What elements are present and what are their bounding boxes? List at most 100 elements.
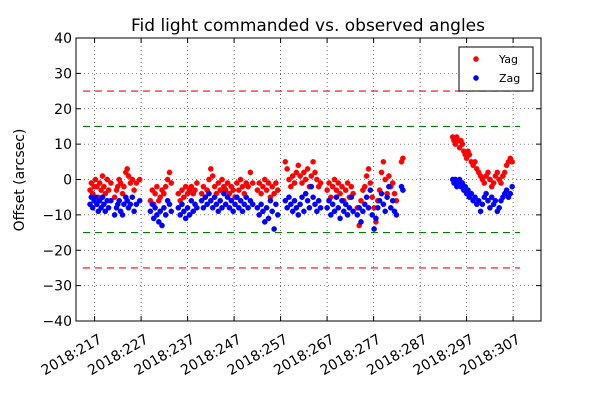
data-point — [308, 173, 315, 179]
data-point — [346, 204, 353, 211]
data-point — [361, 201, 368, 208]
data-point — [202, 194, 209, 200]
data-point — [224, 180, 231, 186]
data-point — [133, 180, 140, 186]
data-point — [111, 194, 118, 200]
data-point — [485, 169, 491, 176]
data-point — [302, 190, 309, 197]
data-point — [361, 183, 368, 190]
legend-label-zag: Zag — [499, 72, 520, 85]
data-point — [119, 212, 126, 218]
data-point — [159, 222, 165, 229]
data-point — [161, 190, 167, 197]
data-point — [354, 212, 361, 218]
data-point — [297, 201, 303, 208]
data-point — [136, 176, 143, 183]
data-point — [230, 187, 236, 193]
data-point — [350, 208, 356, 215]
data-point — [237, 176, 244, 183]
data-point — [116, 197, 122, 204]
data-point — [249, 180, 256, 186]
data-point — [339, 197, 345, 204]
data-point — [271, 190, 277, 197]
data-point — [329, 201, 336, 208]
data-point — [152, 204, 158, 211]
data-point — [374, 204, 381, 211]
data-point — [175, 204, 182, 211]
data-point — [382, 176, 389, 183]
data-point — [209, 173, 216, 179]
data-point — [254, 204, 261, 211]
data-point — [337, 190, 343, 197]
data-point — [117, 180, 124, 186]
legend-marker-zag — [473, 75, 479, 81]
data-point — [295, 212, 302, 218]
y-tick-label: 20 — [54, 102, 72, 118]
y-tick-label: −40 — [42, 314, 72, 330]
data-point — [287, 183, 294, 190]
data-point — [166, 201, 173, 208]
data-point — [384, 194, 390, 200]
data-point — [308, 183, 315, 190]
data-point — [154, 183, 160, 190]
data-point — [129, 176, 136, 183]
data-point — [340, 208, 347, 215]
data-point — [211, 183, 218, 190]
data-point — [104, 176, 110, 183]
data-point — [304, 197, 311, 204]
data-point — [363, 173, 370, 179]
data-point — [92, 194, 99, 200]
data-point — [101, 183, 107, 190]
data-point — [181, 208, 187, 215]
data-point — [472, 158, 478, 165]
data-point — [358, 219, 364, 225]
data-point — [492, 197, 499, 204]
data-point — [207, 197, 214, 204]
data-point — [367, 180, 374, 186]
data-point — [273, 180, 279, 186]
data-point — [314, 176, 320, 183]
data-point — [282, 158, 289, 165]
data-point — [459, 141, 466, 147]
data-point — [324, 204, 330, 211]
y-tick-label: 10 — [54, 137, 72, 153]
data-point — [162, 183, 169, 190]
data-point — [211, 194, 218, 200]
legend-marker-yag — [473, 56, 479, 62]
data-point — [152, 190, 158, 197]
data-point — [365, 166, 372, 172]
data-point — [96, 180, 103, 186]
data-point — [475, 197, 482, 204]
data-point — [284, 204, 290, 211]
data-point — [198, 190, 205, 197]
data-point — [261, 176, 268, 183]
data-point — [337, 215, 343, 222]
data-point — [207, 166, 214, 172]
data-point — [310, 194, 316, 200]
data-point — [367, 187, 374, 193]
data-point — [258, 190, 264, 197]
data-point — [261, 219, 268, 225]
data-point — [235, 204, 242, 211]
data-point — [310, 158, 316, 165]
data-point — [329, 183, 336, 190]
data-point — [224, 194, 231, 200]
data-point — [393, 212, 400, 218]
data-point — [339, 183, 345, 190]
data-point — [365, 204, 372, 211]
data-point — [181, 194, 187, 200]
data-point — [119, 190, 126, 197]
data-point — [503, 187, 510, 193]
data-point — [245, 183, 251, 190]
data-point — [391, 190, 398, 197]
data-point — [472, 194, 478, 200]
data-point — [509, 183, 516, 190]
data-point — [326, 180, 332, 186]
y-tick-label: 0 — [63, 173, 72, 189]
data-point — [249, 201, 256, 208]
data-point — [92, 176, 99, 183]
data-point — [235, 187, 242, 193]
data-point — [105, 204, 112, 211]
data-point — [315, 197, 322, 204]
data-point — [258, 201, 264, 208]
